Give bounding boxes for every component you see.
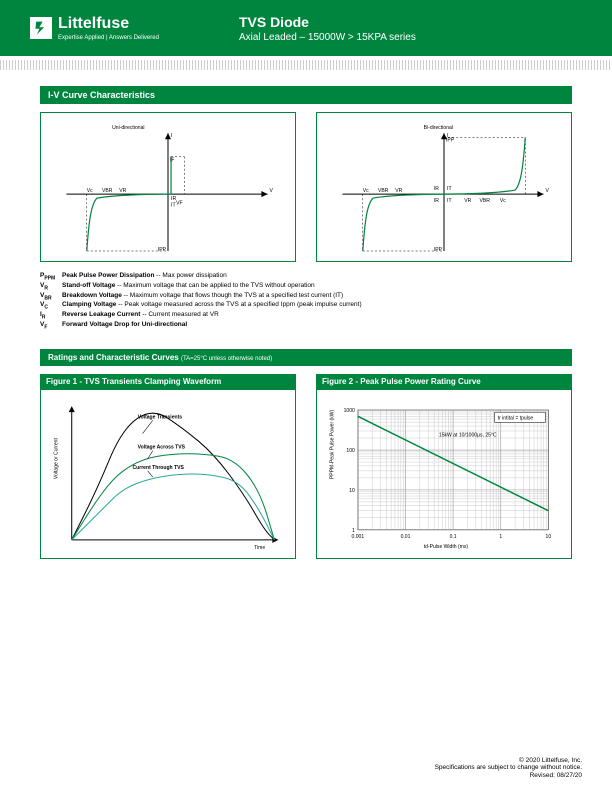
footer-copyright: © 2020 Littelfuse, Inc.	[435, 757, 582, 765]
svg-text:1000: 1000	[344, 408, 355, 414]
svg-text:100: 100	[346, 448, 355, 454]
svg-text:Vc: Vc	[87, 188, 93, 194]
svg-text:1: 1	[499, 534, 502, 540]
svg-text:V: V	[270, 188, 274, 194]
uni-chart-box: Uni-directional V I Vc VBR VR IR	[40, 112, 296, 262]
brand-logo: Littelfuse Expertise Applied | Answers D…	[30, 15, 159, 41]
svg-text:Voltage Transients: Voltage Transients	[138, 414, 183, 420]
definition-row: IRReverse Leakage Current -- Current mea…	[40, 311, 572, 321]
svg-text:VR: VR	[119, 188, 126, 194]
svg-text:IT: IT	[171, 202, 176, 208]
figures-row: Figure 1 - TVS Transients Clamping Wavef…	[40, 374, 572, 559]
svg-text:IR: IR	[434, 198, 439, 204]
bi-chart-box: Bi-directional V I Vc VBR VR IR IR	[316, 112, 572, 262]
figure1-box: Voltage or Current Time Voltage Transien…	[40, 389, 296, 559]
svg-text:IF: IF	[170, 158, 175, 164]
brand-name: Littelfuse	[58, 15, 159, 33]
separator-dots	[0, 60, 612, 70]
figure2-svg: PPPM-Peak Pulse Power (kW) td-Pulse Widt…	[325, 398, 563, 550]
svg-text:Vc: Vc	[363, 188, 369, 194]
definitions-list: PPPMPeak Pulse Power Dissipation -- Max …	[40, 272, 572, 331]
bi-chart-svg: Bi-directional V I Vc VBR VR IR IR	[325, 121, 563, 253]
doc-subtitle: Axial Leaded – 15000W > 15KPA series	[239, 32, 416, 43]
svg-text:0.001: 0.001	[352, 534, 365, 540]
iv-section-title: I-V Curve Characteristics	[40, 86, 572, 104]
definition-row: VFForward Voltage Drop for Uni-direction…	[40, 321, 572, 331]
svg-text:Time: Time	[254, 545, 265, 550]
figure2-box: PPPM-Peak Pulse Power (kW) td-Pulse Widt…	[316, 389, 572, 559]
svg-text:0.01: 0.01	[401, 534, 411, 540]
page-content: I-V Curve Characteristics Uni-directiona…	[0, 70, 612, 559]
uni-title: Uni-directional	[112, 125, 144, 131]
uni-chart-svg: Uni-directional V I Vc VBR VR IR	[49, 121, 287, 253]
svg-text:IR: IR	[434, 186, 439, 192]
svg-text:td-Pulse Width (ms): td-Pulse Width (ms)	[424, 544, 469, 550]
iv-charts-row: Uni-directional V I Vc VBR VR IR	[40, 112, 572, 262]
brand-tagline: Expertise Applied | Answers Delivered	[58, 35, 159, 41]
svg-text:VBR: VBR	[480, 198, 491, 204]
figure1-title: Figure 1 - TVS Transients Clamping Wavef…	[40, 374, 296, 389]
svg-text:VBR: VBR	[102, 188, 113, 194]
definition-row: VRStand-off Voltage -- Maximum voltage t…	[40, 282, 572, 292]
svg-text:15kW at 10/1000μs, 25°C: 15kW at 10/1000μs, 25°C	[439, 432, 497, 438]
svg-text:0.1: 0.1	[450, 534, 457, 540]
svg-text:VR: VR	[464, 198, 471, 204]
svg-text:Vc: Vc	[500, 198, 506, 204]
svg-text:IT: IT	[447, 198, 452, 204]
svg-text:IPP: IPP	[158, 247, 167, 253]
figure2-title: Figure 2 - Peak Pulse Power Rating Curve	[316, 374, 572, 389]
svg-text:1: 1	[352, 528, 355, 534]
svg-text:VBR: VBR	[378, 188, 389, 194]
ratings-title-text: Ratings and Characteristic Curves	[48, 353, 179, 362]
svg-text:Voltage or Current: Voltage or Current	[54, 437, 60, 479]
svg-text:VF: VF	[176, 200, 182, 206]
doc-title: TVS Diode	[239, 14, 416, 30]
ratings-section-title: Ratings and Characteristic Curves (TA=25…	[40, 349, 572, 366]
definition-row: VBRBreakdown Voltage -- Maximum voltage …	[40, 292, 572, 302]
svg-text:IPP: IPP	[446, 137, 455, 143]
svg-text:V: V	[546, 188, 550, 194]
ratings-note: (TA=25°C unless otherwise noted)	[181, 356, 272, 362]
brand-icon	[30, 17, 52, 39]
definition-row: VCClamping Voltage -- Peak voltage measu…	[40, 301, 572, 311]
page-footer: © 2020 Littelfuse, Inc. Specifications a…	[435, 757, 582, 780]
svg-text:Current Through TVS: Current Through TVS	[133, 465, 185, 471]
footer-notice: Specifications are subject to change wit…	[435, 764, 582, 772]
svg-text:tr intital = tpulse: tr intital = tpulse	[498, 415, 534, 421]
svg-text:I: I	[171, 133, 172, 139]
figure1-col: Figure 1 - TVS Transients Clamping Wavef…	[40, 374, 296, 559]
svg-text:PPPM-Peak Pulse Power (kW): PPPM-Peak Pulse Power (kW)	[330, 409, 336, 479]
svg-text:10: 10	[349, 488, 355, 494]
page-header: Littelfuse Expertise Applied | Answers D…	[0, 0, 612, 56]
bi-title: Bi-directional	[424, 125, 453, 131]
svg-text:VR: VR	[395, 188, 402, 194]
svg-text:IT: IT	[447, 186, 452, 192]
svg-text:IPP: IPP	[434, 247, 443, 253]
header-title-block: TVS Diode Axial Leaded – 15000W > 15KPA …	[239, 14, 416, 43]
figure2-col: Figure 2 - Peak Pulse Power Rating Curve…	[316, 374, 572, 559]
figure1-svg: Voltage or Current Time Voltage Transien…	[49, 398, 287, 550]
svg-text:Voltage Across TVS: Voltage Across TVS	[138, 444, 186, 450]
footer-revised: Revised: 08/27/20	[435, 772, 582, 780]
svg-text:10: 10	[546, 534, 552, 540]
definition-row: PPPMPeak Pulse Power Dissipation -- Max …	[40, 272, 572, 282]
